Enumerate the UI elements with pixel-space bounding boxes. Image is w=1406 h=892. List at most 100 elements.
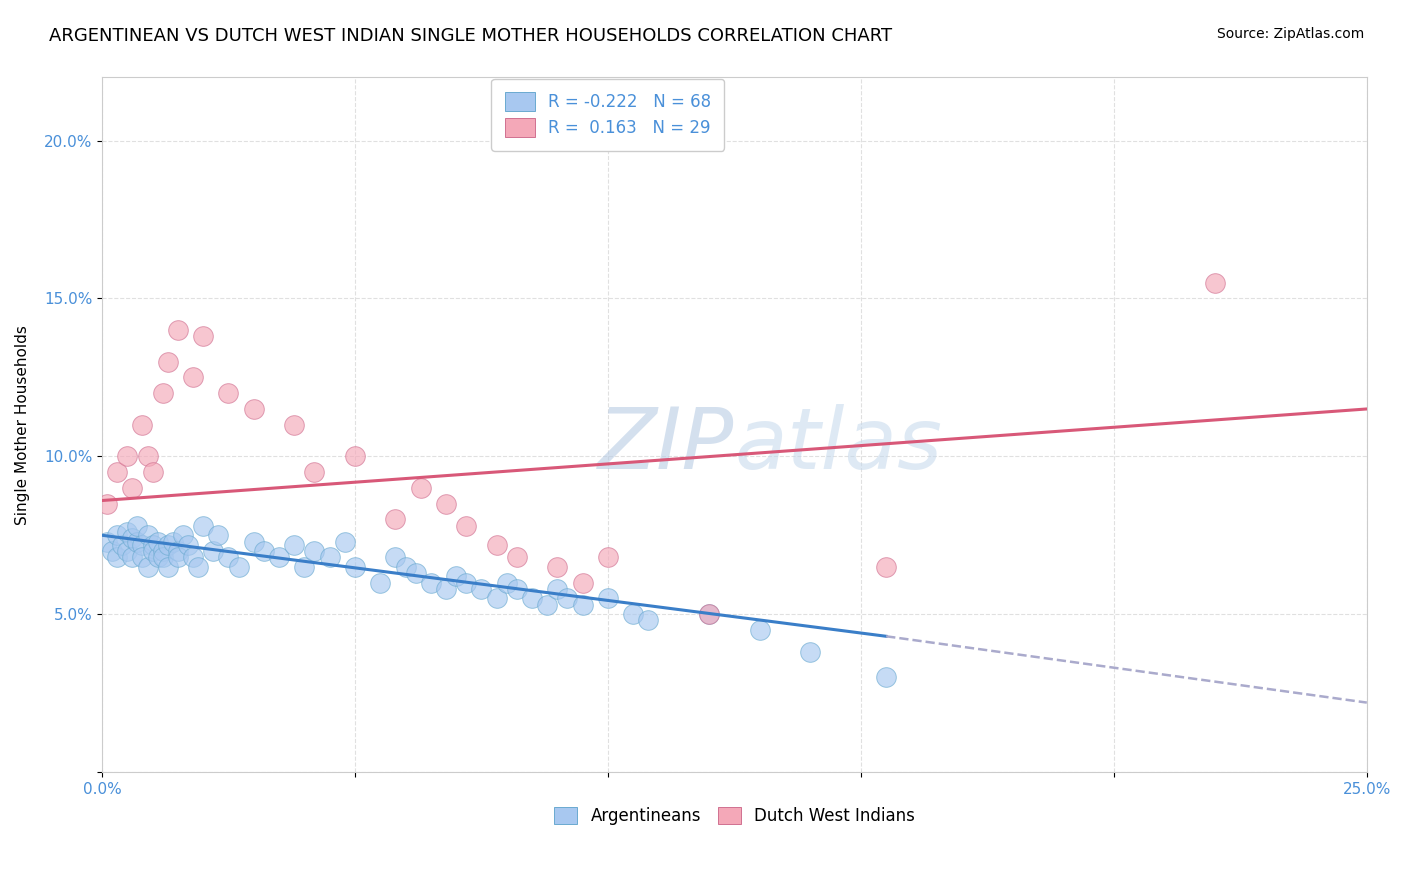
Point [207, 528, 229, 542]
Point [142, 465, 165, 479]
Point [456, 518, 478, 533]
Point [131, 417, 153, 432]
Point [283, 417, 305, 432]
Point [117, 525, 139, 540]
Point [101, 544, 124, 558]
Point [242, 401, 264, 416]
Point [96, 534, 118, 549]
Point [304, 465, 326, 479]
Point [156, 538, 179, 552]
Point [405, 566, 427, 581]
Point [177, 538, 200, 552]
Point [546, 582, 568, 596]
Point [384, 550, 406, 565]
Point [131, 550, 153, 565]
Point [506, 550, 529, 565]
Point [156, 559, 179, 574]
Point [172, 528, 194, 542]
Point [456, 575, 478, 590]
Point [434, 497, 457, 511]
Point [136, 528, 159, 542]
Point [485, 591, 508, 606]
Point [167, 550, 190, 565]
Point [156, 354, 179, 368]
Point [571, 575, 593, 590]
Point [142, 544, 165, 558]
Point [546, 559, 568, 574]
Point [419, 575, 441, 590]
Point [193, 518, 215, 533]
Point [304, 544, 326, 558]
Point [121, 550, 143, 565]
Text: atlas: atlas [734, 404, 942, 487]
Point [434, 582, 457, 596]
Text: ARGENTINEAN VS DUTCH WEST INDIAN SINGLE MOTHER HOUSEHOLDS CORRELATION CHART: ARGENTINEAN VS DUTCH WEST INDIAN SINGLE … [49, 27, 893, 45]
Point [253, 544, 276, 558]
Point [131, 538, 153, 552]
Point [520, 591, 543, 606]
Point [105, 528, 128, 542]
Point [152, 386, 174, 401]
Point [117, 450, 139, 464]
Point [368, 575, 391, 590]
Point [228, 559, 250, 574]
Text: ZIP: ZIP [598, 404, 734, 487]
Point [121, 532, 143, 546]
Point [875, 559, 897, 574]
Point [242, 534, 264, 549]
Point [596, 591, 619, 606]
Text: Source: ZipAtlas.com: Source: ZipAtlas.com [1216, 27, 1364, 41]
Point [292, 559, 315, 574]
Point [217, 550, 239, 565]
Point [117, 544, 139, 558]
Point [495, 575, 517, 590]
Point [152, 550, 174, 565]
Point [485, 538, 508, 552]
Point [799, 645, 821, 659]
Point [506, 582, 529, 596]
Point [343, 559, 366, 574]
Point [444, 569, 467, 583]
Point [470, 582, 492, 596]
Point [875, 670, 897, 684]
Point [96, 497, 118, 511]
Point [193, 329, 215, 343]
Point [181, 370, 204, 384]
Point [167, 323, 190, 337]
Point [384, 512, 406, 526]
Point [571, 598, 593, 612]
Point [283, 538, 305, 552]
Point [187, 559, 209, 574]
Point [146, 550, 169, 565]
Point [105, 550, 128, 565]
Point [181, 550, 204, 565]
Point [596, 550, 619, 565]
Point [557, 591, 579, 606]
Point [136, 559, 159, 574]
Point [536, 598, 558, 612]
Point [202, 544, 225, 558]
Point [105, 465, 128, 479]
Point [267, 550, 290, 565]
Point [333, 534, 356, 549]
Point [621, 607, 644, 622]
Point [637, 614, 659, 628]
Y-axis label: Single Mother Households: Single Mother Households [15, 325, 30, 524]
Point [121, 481, 143, 495]
Point [409, 481, 432, 495]
Point [343, 450, 366, 464]
Point [167, 544, 190, 558]
Point [318, 550, 340, 565]
Point [127, 534, 149, 549]
Point [748, 623, 770, 637]
Point [142, 538, 165, 552]
Point [697, 607, 720, 622]
Legend: Argentineans, Dutch West Indians: Argentineans, Dutch West Indians [546, 798, 924, 833]
Point [111, 538, 134, 552]
Point [152, 544, 174, 558]
Point [146, 534, 169, 549]
Point [1204, 276, 1226, 290]
Point [394, 559, 416, 574]
Point [162, 534, 184, 549]
Point [217, 386, 239, 401]
